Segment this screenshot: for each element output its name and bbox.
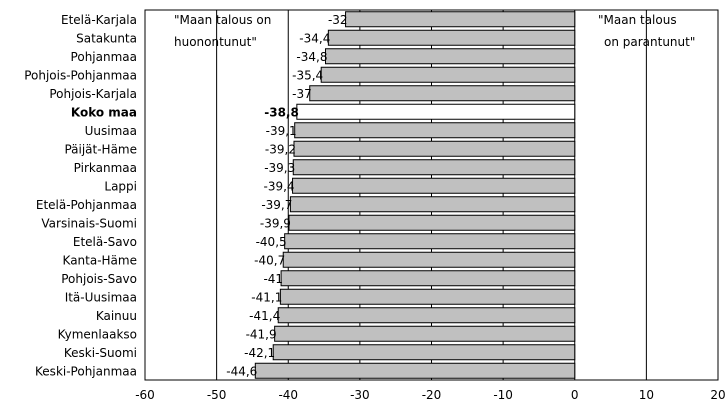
category-label: Kainuu <box>96 309 137 323</box>
x-tick-label: -10 <box>493 388 513 402</box>
bar <box>272 344 576 361</box>
x-tick-label: -60 <box>135 388 155 402</box>
category-label: Pohjois-Savo <box>61 272 137 286</box>
category-label: Pirkanmaa <box>74 161 137 175</box>
category-label: Itä-Uusimaa <box>65 290 137 304</box>
annotation-left-line-2: huonontunut" <box>174 35 257 49</box>
category-label: Päijät-Häme <box>64 142 137 156</box>
x-tick-label: -50 <box>207 388 227 402</box>
category-label: Etelä-Savo <box>73 235 137 249</box>
value-label: -39,3 <box>264 161 295 175</box>
bar <box>289 196 576 213</box>
bar <box>345 11 576 28</box>
x-tick-labels: -60 -50 -40 -30 -20 -10 0 10 20 <box>135 388 725 402</box>
bar <box>280 270 576 287</box>
value-label: -39,1 <box>266 124 297 138</box>
bar <box>327 29 576 46</box>
category-label: Etelä-Karjala <box>61 13 137 27</box>
value-label: -40,5 <box>256 235 287 249</box>
value-label: -38,8 <box>264 105 299 119</box>
annotation-right-line-1: "Maan talous <box>598 13 677 27</box>
category-label: Satakunta <box>76 31 137 45</box>
bar <box>254 362 576 379</box>
bar <box>292 177 576 194</box>
value-label: -40,7 <box>254 253 285 267</box>
annotation-left: "Maan talous on huonontunut" <box>174 13 271 49</box>
category-label: Varsinais-Suomi <box>41 216 137 230</box>
bar <box>288 214 576 231</box>
x-tick-label: 20 <box>710 388 725 402</box>
value-label: -34,8 <box>296 50 327 64</box>
bar <box>296 103 576 120</box>
value-labels: -32 -34,4 -34,8 -35,4 -37 -38,8 -39,1 -39,2 -39,… <box>226 13 347 379</box>
x-tick-label: 10 <box>639 388 654 402</box>
annotation-right: "Maan talous on parantunut" <box>598 13 695 49</box>
bar <box>282 251 576 268</box>
x-tick-label: -20 <box>422 388 442 402</box>
plot-frame <box>144 9 719 381</box>
bar <box>293 140 576 157</box>
bar <box>294 122 576 139</box>
bar <box>320 66 576 83</box>
category-label: Koko maa <box>71 105 137 119</box>
bar <box>277 307 576 324</box>
category-label: Etelä-Pohjanmaa <box>36 198 137 212</box>
value-label: -42,1 <box>244 346 275 360</box>
bar <box>279 288 576 305</box>
grid-lines <box>216 10 647 380</box>
x-tick-label: 0 <box>571 388 579 402</box>
value-label: -41 <box>263 272 283 286</box>
category-label: Uusimaa <box>85 124 137 138</box>
value-label: -39,9 <box>260 216 291 230</box>
value-label: -35,4 <box>292 68 323 82</box>
category-label: Keski-Pohjanmaa <box>35 364 137 378</box>
annotation-right-line-2: on parantunut" <box>604 35 695 49</box>
category-label: Keski-Suomi <box>64 346 137 360</box>
annotation-left-line-1: "Maan talous on <box>174 13 271 27</box>
category-labels: Etelä-Karjala Satakunta Pohjanmaa Pohjois-P… <box>24 13 137 379</box>
category-label: Pohjois-Pohjanmaa <box>24 68 137 82</box>
value-label: -39,4 <box>263 179 294 193</box>
category-label: Pohjois-Karjala <box>49 87 137 101</box>
bars <box>254 11 576 379</box>
x-tick-label: -40 <box>278 388 298 402</box>
bar <box>309 85 576 102</box>
value-label: -32 <box>328 13 348 27</box>
value-label: -34,4 <box>299 31 330 45</box>
category-label: Kymenlaakso <box>58 327 137 341</box>
value-label: -39,2 <box>265 142 296 156</box>
value-label: -41,9 <box>246 327 277 341</box>
value-label: -37 <box>292 87 312 101</box>
bar <box>284 233 576 250</box>
x-tick-label: -30 <box>350 388 370 402</box>
category-label: Lappi <box>104 179 137 193</box>
category-label: Pohjanmaa <box>71 50 137 64</box>
bar <box>292 159 576 176</box>
value-label: -41,4 <box>249 309 280 323</box>
value-label: -41,1 <box>251 290 282 304</box>
category-label: Kanta-Häme <box>63 253 137 267</box>
bar <box>324 48 576 65</box>
bar <box>274 325 576 342</box>
value-label: -44,6 <box>226 364 257 378</box>
value-label: -39,7 <box>261 198 292 212</box>
